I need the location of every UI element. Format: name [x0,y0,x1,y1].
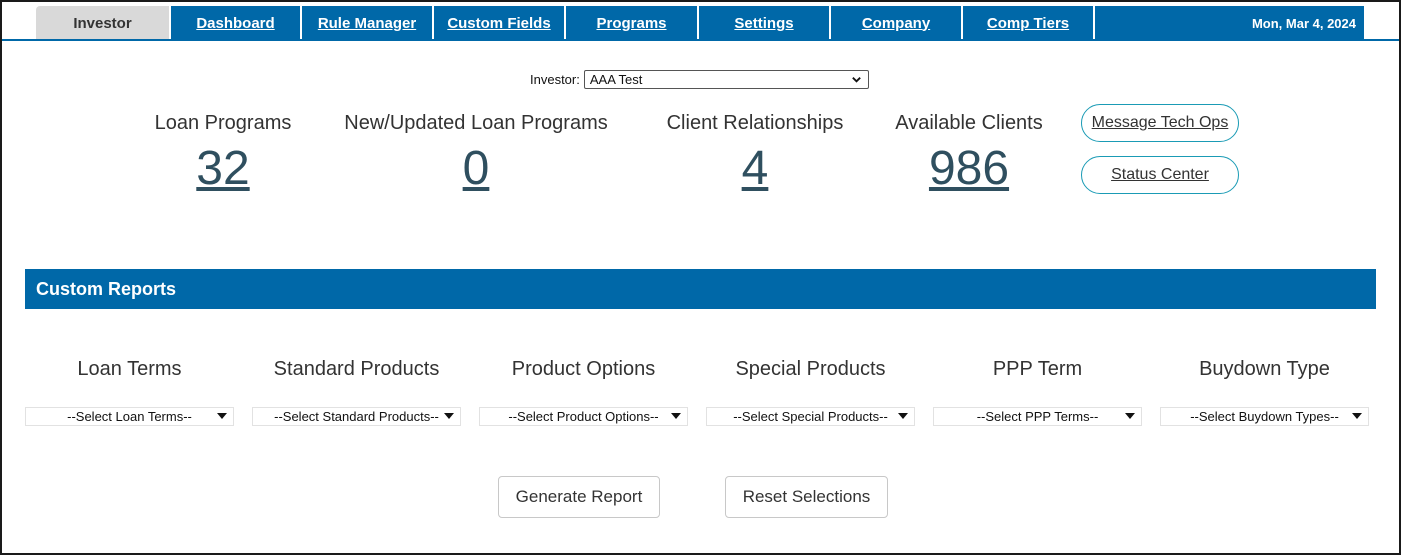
select-placeholder: --Select Product Options-- [508,409,659,424]
stat-available-clients: Available Clients 986 [890,112,1048,196]
tab-comp-tiers[interactable]: Comp Tiers [963,6,1093,40]
filter-buydown-type: Buydown Type --Select Buydown Types-- [1160,358,1369,426]
filter-label: Product Options [511,358,656,380]
filter-label: Buydown Type [1199,358,1330,380]
status-center-button[interactable]: Status Center [1081,156,1239,194]
filter-loan-terms: Loan Terms --Select Loan Terms-- [25,358,234,426]
current-date: Mon, Mar 4, 2024 [1095,6,1364,40]
filter-special-products: Special Products --Select Special Produc… [706,358,915,426]
filter-label: Loan Terms [77,358,182,380]
dropdown-arrow-icon [898,413,908,419]
tab-custom-fields[interactable]: Custom Fields [434,6,564,40]
loan-terms-select[interactable]: --Select Loan Terms-- [25,407,234,426]
investor-selected-value: AAA Test [589,72,643,87]
message-tech-ops-button[interactable]: Message Tech Ops [1081,104,1239,142]
stat-value-link[interactable]: 986 [928,142,1010,195]
stat-new-updated-loan-programs: New/Updated Loan Programs 0 [340,112,612,196]
dropdown-arrow-icon [217,413,227,419]
filter-standard-products: Standard Products --Select Standard Prod… [252,358,461,426]
stat-value-link[interactable]: 32 [196,142,250,195]
ppp-term-select[interactable]: --Select PPP Terms-- [933,407,1142,426]
dropdown-arrow-icon [1125,413,1135,419]
select-placeholder: --Select PPP Terms-- [976,409,1099,424]
generate-report-button[interactable]: Generate Report [498,476,660,518]
dropdown-arrow-icon [444,413,454,419]
investor-label: Investor: [530,72,580,87]
tab-dashboard[interactable]: Dashboard [171,6,300,40]
tab-rule-manager[interactable]: Rule Manager [302,6,432,40]
buydown-type-select[interactable]: --Select Buydown Types-- [1160,407,1369,426]
stat-label: New/Updated Loan Programs [344,112,608,134]
investor-select[interactable]: AAA Test [583,70,869,89]
filter-label: Special Products [735,358,886,380]
select-placeholder: --Select Standard Products-- [274,409,439,424]
select-placeholder: --Select Loan Terms-- [67,409,192,424]
stat-client-relationships: Client Relationships 4 [662,112,848,196]
filter-ppp-term: PPP Term --Select PPP Terms-- [933,358,1142,426]
tab-programs[interactable]: Programs [566,6,697,40]
investor-selector: Investor: AAA Test [530,70,869,89]
dropdown-arrow-icon [671,413,681,419]
select-placeholder: --Select Special Products-- [733,409,888,424]
filter-label: Standard Products [273,358,440,380]
stat-value-link[interactable]: 4 [741,142,769,195]
filter-label: PPP Term [992,358,1083,380]
standard-products-select[interactable]: --Select Standard Products-- [252,407,461,426]
select-placeholder: --Select Buydown Types-- [1190,409,1339,424]
chevron-down-icon [852,77,861,83]
reset-selections-button[interactable]: Reset Selections [725,476,888,518]
tab-bar: Investor Dashboard Rule Manager Custom F… [36,6,1364,40]
stat-value-link[interactable]: 0 [462,142,490,195]
tab-investor[interactable]: Investor [36,6,169,40]
tab-underline [2,39,1399,41]
tab-settings[interactable]: Settings [699,6,829,40]
product-options-select[interactable]: --Select Product Options-- [479,407,688,426]
filter-product-options: Product Options --Select Product Options… [479,358,688,426]
special-products-select[interactable]: --Select Special Products-- [706,407,915,426]
stat-label: Loan Programs [154,112,292,134]
custom-reports-header: Custom Reports [25,269,1376,309]
stat-label: Available Clients [895,112,1043,134]
tab-company[interactable]: Company [831,6,961,40]
stat-label: Client Relationships [666,112,844,134]
dropdown-arrow-icon [1352,413,1362,419]
stat-loan-programs: Loan Programs 32 [150,112,296,196]
